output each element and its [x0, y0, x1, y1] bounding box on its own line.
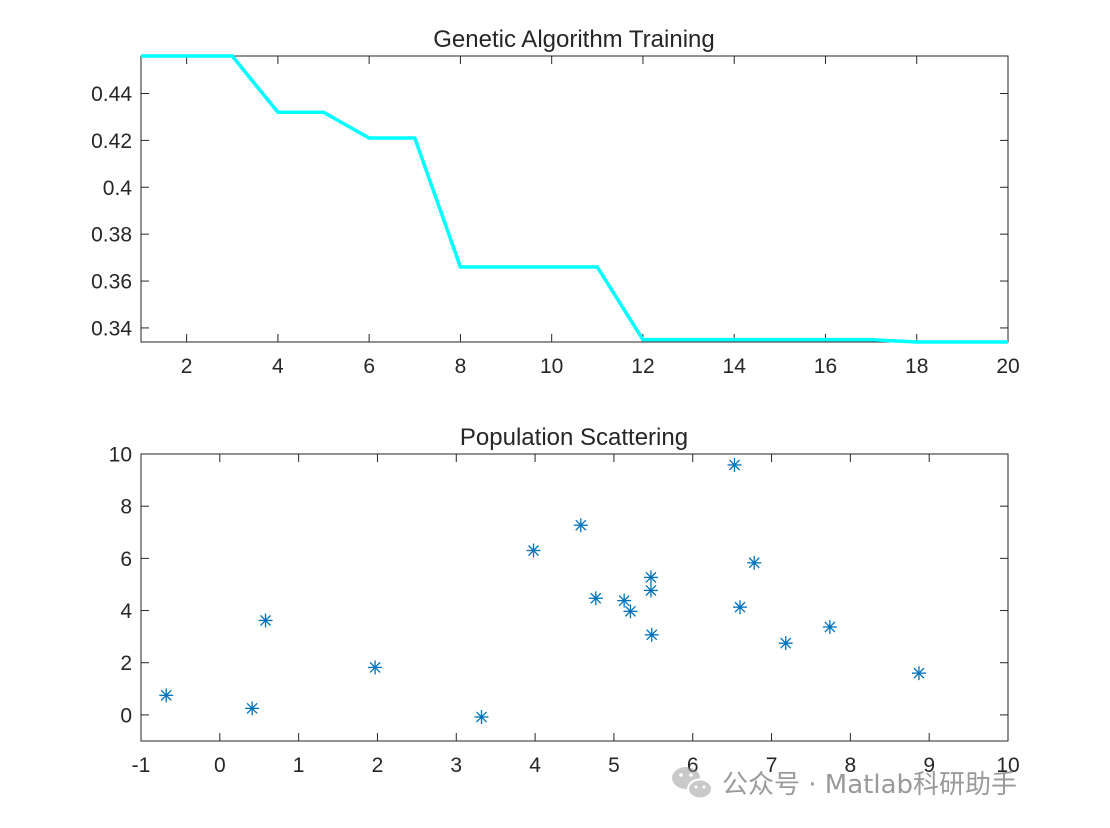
population-ticks: -1 0 1 2 3 4 5 6 7 8 9 10 0 2 4 6 8 10 [109, 444, 1020, 778]
x-tick-label: 20 [996, 355, 1019, 378]
x-tick-label: 4 [529, 754, 541, 777]
y-tick-label: 0.4 [103, 177, 133, 200]
population-point [911, 666, 926, 681]
x-tick-label: 5 [608, 754, 620, 777]
y-tick-label: 4 [120, 600, 132, 623]
x-tick-label: 12 [631, 355, 654, 378]
training-title: Genetic Algorithm Training [433, 26, 714, 53]
wechat-icon [672, 767, 713, 800]
x-tick-label: 9 [923, 754, 935, 777]
y-tick-label: 0.36 [91, 271, 132, 294]
x-tick-label: 2 [372, 754, 384, 777]
population-point [474, 709, 489, 724]
x-tick-label: 4 [272, 355, 284, 378]
x-tick-label: 3 [450, 754, 462, 777]
x-tick-label: 8 [845, 754, 857, 777]
y-tick-label: 8 [120, 496, 132, 519]
population-point [644, 627, 659, 642]
fitness-line [141, 54, 1008, 344]
population-point [727, 457, 742, 472]
x-tick-label: 16 [814, 355, 837, 378]
population-point [245, 701, 260, 716]
watermark-text: 公众号 · Matlab科研助手 [722, 770, 1017, 800]
population-point [258, 613, 273, 628]
population-plot-area [140, 453, 1009, 742]
training-series [141, 54, 1008, 344]
population-point [368, 660, 383, 675]
x-tick-label: 0 [214, 754, 226, 777]
y-tick-label: 0.42 [91, 130, 132, 153]
population-point [733, 600, 748, 615]
y-tick-label: 0 [120, 704, 132, 727]
x-tick-label: 8 [455, 355, 467, 378]
population-point [617, 593, 632, 608]
population-point [588, 591, 603, 606]
population-point [159, 688, 174, 703]
y-tick-label: 10 [109, 444, 132, 467]
x-tick-label: 1 [293, 754, 305, 777]
x-tick-label: 10 [540, 355, 563, 378]
training-ticks: 2 4 6 8 10 12 14 16 18 20 0.34 0.36 0.38 0.4 0.42 0.44 [91, 56, 1020, 378]
population-axes: Population Scattering -1 0 1 2 3 4 5 6 7 8 9 10 0 2 4 6… [109, 424, 1020, 777]
x-tick-label: 14 [723, 355, 747, 378]
x-tick-label: 18 [905, 355, 928, 378]
population-title: Population Scattering [460, 424, 688, 451]
y-tick-label: 0.38 [91, 224, 132, 247]
population-point [778, 636, 793, 651]
y-tick-label: 0.34 [91, 317, 132, 340]
population-point [526, 543, 541, 558]
y-tick-label: 0.44 [91, 83, 132, 106]
x-tick-label: -1 [132, 754, 151, 777]
population-point [623, 604, 638, 619]
x-tick-label: 10 [996, 754, 1019, 777]
population-point [747, 555, 762, 570]
population-point [643, 570, 658, 585]
population-point [573, 518, 588, 533]
x-tick-label: 7 [766, 754, 778, 777]
y-tick-label: 6 [120, 548, 132, 571]
population-points [159, 457, 926, 724]
x-tick-label: 6 [687, 754, 699, 777]
y-tick-label: 2 [120, 652, 132, 675]
x-tick-label: 6 [363, 355, 375, 378]
training-plot-area [140, 55, 1009, 343]
population-point [822, 619, 837, 634]
population-point [643, 583, 658, 598]
training-axes: Genetic Algorithm Training 2 4 6 8 10 12 14 16 1… [91, 26, 1020, 378]
wechat-watermark: 公众号 · Matlab科研助手 [672, 767, 1017, 800]
x-tick-label: 2 [181, 355, 193, 378]
